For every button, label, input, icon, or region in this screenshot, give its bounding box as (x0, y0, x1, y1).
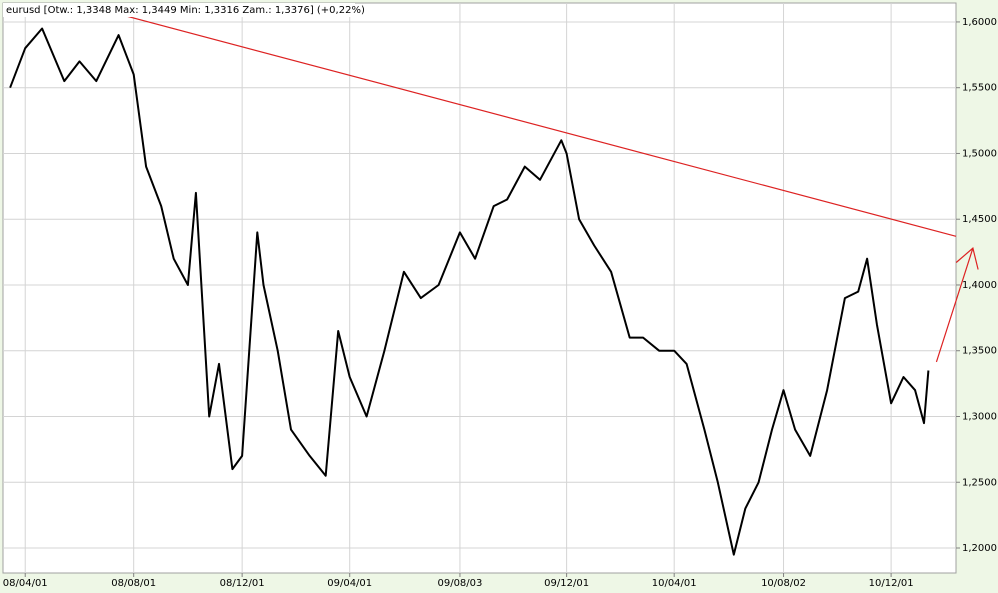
x-tick-label: 10/04/01 (652, 578, 697, 589)
x-tick-label: 08/12/01 (220, 578, 265, 589)
trend-line (118, 13, 957, 237)
chart-title: eurusd [Otw.: 1,3348 Max: 1,3449 Min: 1,… (6, 5, 365, 16)
y-tick-label: 1,5000 (962, 148, 997, 159)
title-bg (3, 3, 355, 17)
y-tick-label: 1,2000 (962, 543, 997, 554)
x-tick-label: 08/08/01 (111, 578, 156, 589)
x-tick-label: 09/12/01 (544, 578, 589, 589)
grid (3, 3, 956, 573)
x-tick-label: 09/08/03 (437, 578, 482, 589)
y-tick-label: 1,4000 (962, 280, 997, 291)
x-tick-label: 10/08/02 (761, 578, 806, 589)
y-tick-label: 1,3500 (962, 346, 997, 357)
y-tick-label: 1,5500 (962, 83, 997, 94)
y-tick-label: 1,6000 (962, 17, 997, 28)
data (9, 13, 979, 556)
x-tick-label: 09/04/01 (327, 578, 372, 589)
x-tick-label: 10/12/01 (869, 578, 914, 589)
price-line (9, 27, 930, 556)
y-tick-label: 1,2500 (962, 477, 997, 488)
x-tick-label: 08/04/01 (3, 578, 48, 589)
arrow (935, 247, 979, 363)
y-tick-label: 1,4500 (962, 214, 997, 225)
plot-area (2, 2, 957, 574)
y-tick-label: 1,3000 (962, 411, 997, 422)
